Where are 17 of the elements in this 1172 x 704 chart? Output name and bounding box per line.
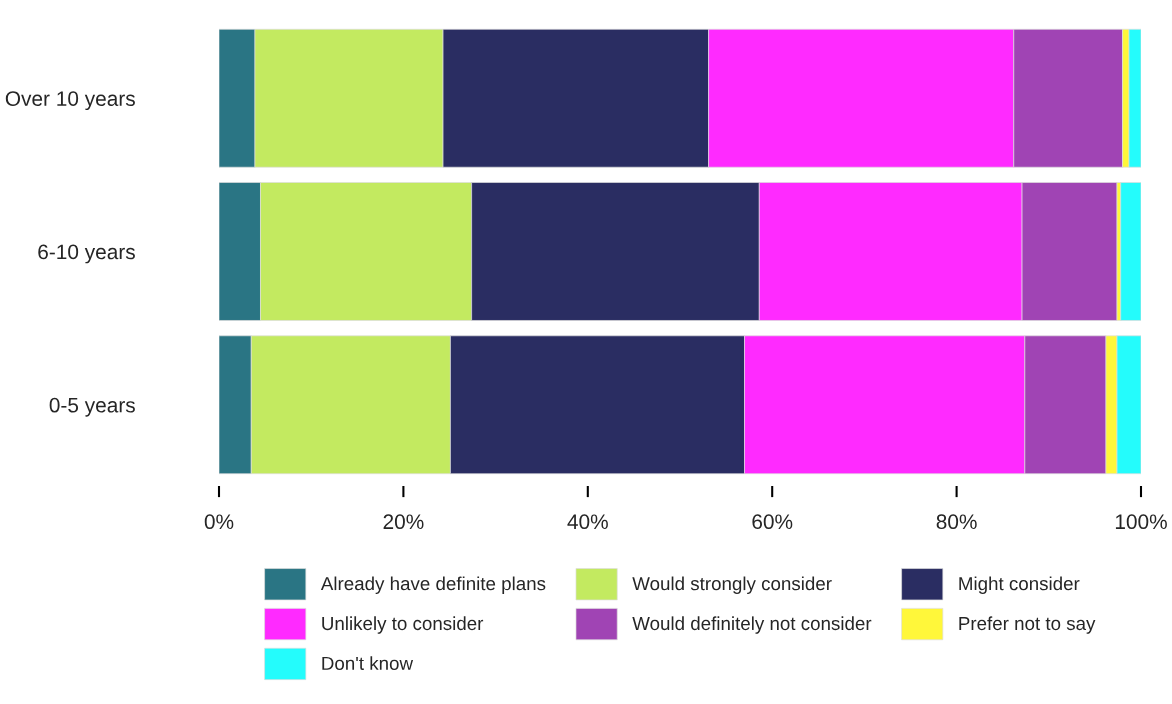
x-tick-label: 0% <box>204 514 234 530</box>
legend-label: Unlikely to consider <box>322 616 484 634</box>
x-tick-label: 20% <box>383 514 424 530</box>
y-tick-label: Over 10 years <box>5 91 135 111</box>
x-tick-label: 80% <box>936 514 977 530</box>
legend-label: Would definitely not consider <box>632 616 872 634</box>
legend-label: Would strongly consider <box>632 576 832 594</box>
y-tick-label: 0-5 years <box>49 397 135 417</box>
x-tick-label: 100% <box>1115 514 1167 530</box>
legend-label: Might consider <box>959 576 1080 594</box>
legend-label: Prefer not to say <box>959 616 1096 634</box>
y-tick-label: 6-10 years <box>38 244 135 264</box>
legend-label: Don't know <box>322 656 414 670</box>
legend-label: Already have definite plans <box>320 576 546 594</box>
x-tick-label: 40% <box>567 514 608 530</box>
x-tick-label: 60% <box>752 514 793 530</box>
bar <box>1120 182 1141 321</box>
